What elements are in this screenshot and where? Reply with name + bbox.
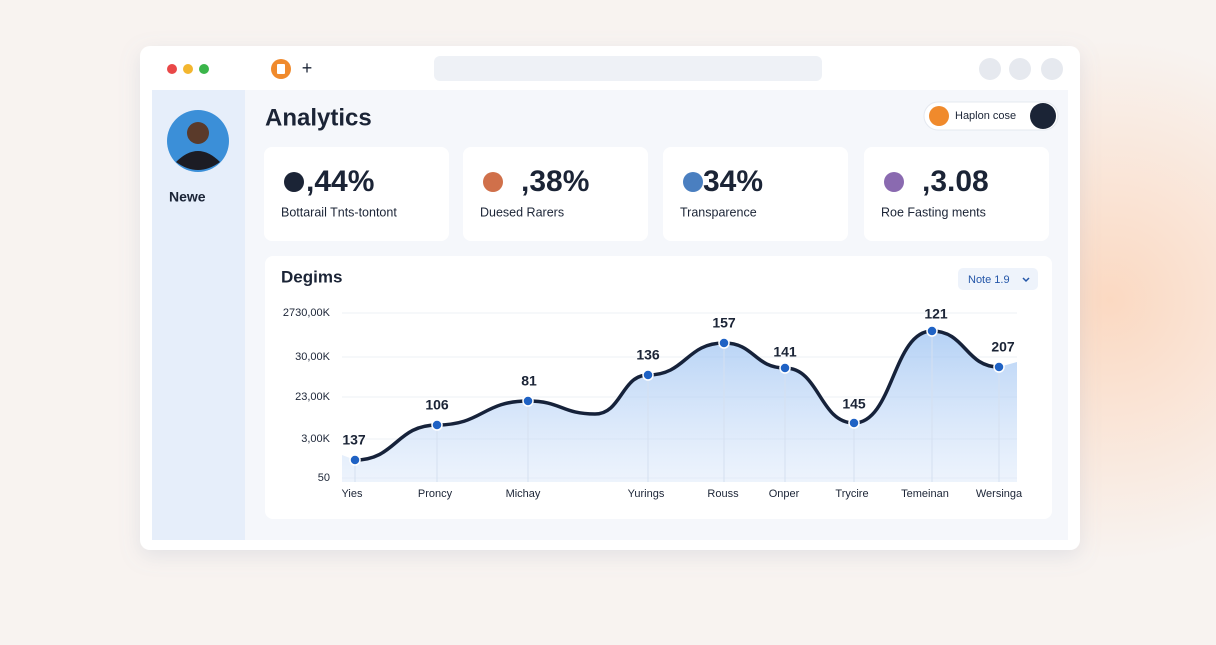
icon[interactable]: [1009, 58, 1031, 80]
icon[interactable]: [1041, 58, 1063, 80]
icon[interactable]: [979, 58, 1001, 80]
area: [342, 331, 1017, 482]
x-tick-label: Trycire: [835, 488, 868, 500]
card-icon: [683, 172, 703, 192]
y-tick-label: 3,00K: [301, 433, 330, 445]
toolbar: +: [167, 56, 1063, 81]
card: [864, 147, 1049, 241]
x-tick-label: Michay: [506, 488, 541, 500]
point-label: 106: [425, 397, 449, 413]
x-tick-label: Wersinga: [976, 488, 1023, 500]
card-label: Roe Fasting ments: [881, 205, 986, 219]
card-value: ,3.08: [922, 165, 989, 198]
y-tick-label: 50: [318, 472, 330, 484]
point-label: 157: [712, 315, 736, 331]
card-label: Transparence: [680, 205, 757, 219]
action-button[interactable]: [923, 101, 1059, 131]
user-name: Newe: [169, 189, 206, 205]
point-label: 121: [924, 306, 948, 322]
point: [848, 417, 860, 429]
card-label: Bottarail Tnts-tontont: [281, 205, 397, 219]
x-tick-label: Proncy: [418, 488, 453, 500]
page-title: Analytics: [265, 104, 372, 131]
card-label: Duesed Rarers: [480, 205, 564, 219]
x-tick-label: Temeinan: [901, 488, 949, 500]
chart-title: Degims: [281, 267, 342, 286]
card-value: ,44%: [306, 165, 374, 198]
y-tick-label: 30,00K: [295, 351, 331, 363]
y-tick-label: 23,00K: [295, 391, 331, 403]
card-icon: [483, 172, 503, 192]
card-value: ,38%: [521, 165, 589, 198]
card: [663, 147, 848, 241]
point-label: 81: [521, 373, 537, 389]
card: [264, 147, 449, 241]
x-tick-label: Onper: [769, 488, 800, 500]
card-value: 34%: [703, 165, 763, 198]
x-tick-label: Yurings: [628, 488, 665, 500]
point-label: 136: [636, 347, 660, 363]
card: [463, 147, 648, 241]
y-tick-label: 2730,00K: [283, 307, 331, 319]
point: [349, 454, 361, 466]
point-label: 137: [342, 432, 366, 448]
point: [718, 337, 730, 349]
x-tick-label: Yies: [342, 488, 363, 500]
point-label: 141: [773, 344, 797, 360]
card-icon: [884, 172, 904, 192]
point: [926, 325, 938, 337]
action-label: Haplon cose: [955, 110, 1016, 122]
point: [431, 419, 443, 431]
card-icon: [284, 172, 304, 192]
line: [354, 329, 1000, 462]
new-tab[interactable]: +: [302, 58, 313, 78]
point: [522, 395, 534, 407]
point: [779, 362, 791, 374]
point-label: 145: [842, 396, 866, 412]
dropdown-label: Note 1.9: [968, 274, 1010, 286]
point-label: 207: [991, 339, 1015, 355]
x-tick-label: Rouss: [707, 488, 739, 500]
point: [993, 361, 1005, 373]
point: [642, 369, 654, 381]
address-bar[interactable]: [434, 56, 822, 81]
dropdown[interactable]: [958, 268, 1038, 290]
